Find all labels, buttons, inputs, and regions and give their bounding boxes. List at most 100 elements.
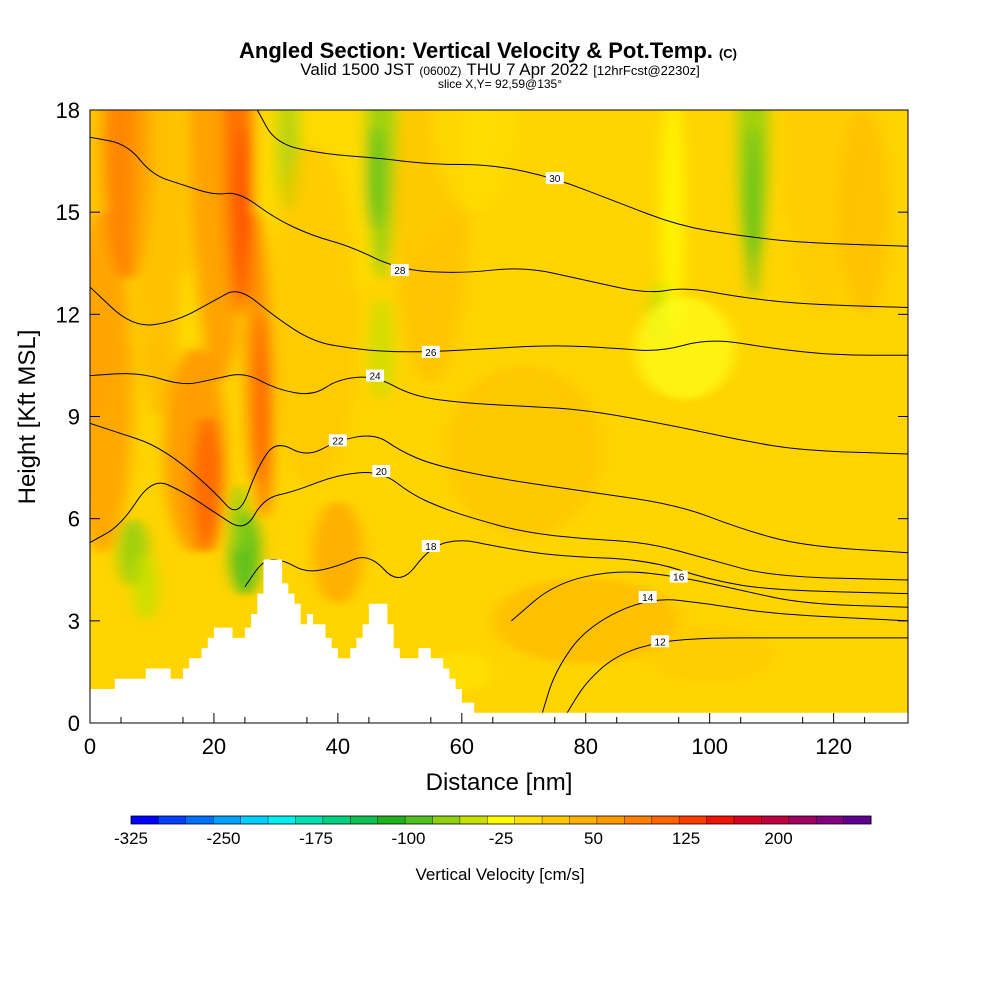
- chart-title-main: Angled Section: Vertical Velocity & Pot.…: [239, 38, 713, 63]
- contour-label-bg: [372, 464, 391, 477]
- colorbar-cell: [761, 816, 790, 824]
- y-tick-label: 0: [68, 711, 80, 736]
- velocity-band: [133, 552, 159, 621]
- slice-note: slice X,Y= 92,59@135°: [438, 77, 562, 91]
- colorbar-cell: [651, 816, 680, 824]
- colorbar-cell: [733, 816, 762, 824]
- contour-label: 22: [332, 436, 344, 447]
- colorbar-tick-label: 50: [584, 829, 603, 848]
- velocity-band: [229, 484, 249, 553]
- colorbar-cell: [213, 816, 242, 824]
- colorbar-cell: [322, 816, 351, 824]
- contour-label: 24: [369, 372, 381, 383]
- terrain: [90, 559, 908, 723]
- colorbar-cell: [185, 816, 214, 824]
- velocity-band: [430, 110, 518, 213]
- colorbar-cell: [624, 816, 653, 824]
- chart-subtitle: Valid 1500 JST (0600Z) THU 7 Apr 2022 [12hr…: [300, 60, 699, 79]
- contour-label: 14: [642, 593, 654, 604]
- colorbar-cell: [295, 816, 324, 824]
- theta-contour-line: [90, 136, 908, 309]
- chart-title-suffix: (C): [719, 46, 737, 61]
- contour-label: 30: [549, 174, 561, 185]
- y-tick-label: 9: [68, 405, 80, 430]
- x-axis-label: Distance [nm]: [426, 769, 573, 796]
- colorbar-cell: [459, 816, 488, 824]
- contour-label-bg: [669, 570, 688, 583]
- velocity-band: [784, 110, 859, 315]
- subtitle-forecast: [12hrFcst@2230z]: [593, 63, 699, 78]
- x-tick-label: 60: [450, 734, 474, 759]
- colorbar-frame: [130, 815, 872, 825]
- colorbar-cell: [788, 816, 817, 824]
- colorbar-cell: [569, 816, 598, 824]
- velocity-band: [313, 501, 363, 604]
- contour-label: 28: [394, 266, 406, 277]
- x-tick-label: 120: [815, 734, 852, 759]
- contour-label-bg: [390, 264, 409, 277]
- terrain-layer: [90, 559, 908, 723]
- colorbar-cell: [816, 816, 845, 824]
- contour-label: 20: [376, 467, 388, 478]
- contour-label: 18: [425, 542, 437, 553]
- colorbar-cell: [350, 816, 379, 824]
- colorbar-tick-label: 125: [672, 829, 700, 848]
- subtitle-valid: Valid 1500 JST: [300, 60, 414, 79]
- velocity-band: [446, 365, 602, 536]
- colorbar-cell: [268, 816, 296, 824]
- colorbar-tick-label: -25: [489, 829, 514, 848]
- x-tick-label: 40: [326, 734, 350, 759]
- colorbar-cell: [377, 816, 406, 824]
- colorbar-cell: [158, 816, 187, 824]
- theta-contour-line: [90, 471, 908, 581]
- colorbar-tick-label: -100: [391, 829, 425, 848]
- theta-contour-line: [90, 373, 908, 455]
- contour-labels: 12 14 16 18 20 22 24 26 28 30: [328, 172, 688, 648]
- contour-label-bg: [421, 539, 440, 552]
- theta-contour-line: [256, 110, 908, 247]
- colorbar-cell: [487, 816, 516, 824]
- colorbar-tick-label: 200: [764, 829, 792, 848]
- theta-contour-line: [511, 571, 908, 622]
- chart-title: Angled Section: Vertical Velocity & Pot.…: [239, 38, 737, 63]
- velocity-band: [660, 110, 685, 332]
- y-tick-label: 6: [68, 507, 80, 532]
- colorbar-cell: [679, 816, 708, 824]
- y-tick-label: 12: [56, 302, 80, 327]
- x-tick-label: 80: [574, 734, 598, 759]
- colorbar-cell: [240, 816, 269, 824]
- colorbar-cell: [405, 816, 433, 824]
- colorbar-cell: [542, 816, 571, 824]
- y-tick-label: 15: [56, 200, 80, 225]
- x-tick-label: 0: [84, 734, 96, 759]
- plot-area: 12 14 16 18 20 22 24 26 28 30: [90, 110, 908, 723]
- velocity-band: [254, 314, 273, 519]
- contour-label: 12: [655, 637, 667, 648]
- y-axis-label: Height [Kft MSL]: [14, 330, 41, 505]
- theta-contour-line: [90, 286, 908, 356]
- contour-label-bg: [638, 590, 657, 603]
- contour-label-bg: [328, 434, 347, 447]
- velocity-band: [647, 627, 772, 683]
- theta-contour-line: [566, 637, 908, 714]
- velocity-band: [365, 127, 385, 230]
- contour-label-bg: [421, 345, 440, 358]
- x-tick-label: 100: [691, 734, 728, 759]
- colorbar-cell: [706, 816, 735, 824]
- colorbar-tick-label: -175: [299, 829, 333, 848]
- colorbar-label: Vertical Velocity [cm/s]: [415, 865, 584, 884]
- colorbar-cell: [596, 816, 625, 824]
- y-tick-label: 18: [56, 98, 80, 123]
- contour-label-bg: [545, 172, 564, 185]
- x-tick-label: 20: [202, 734, 226, 759]
- colorbar-tick-label: -325: [114, 829, 148, 848]
- colorbar-tick-label: -250: [206, 829, 240, 848]
- colorbar-cell: [514, 816, 543, 824]
- axes: 0 20 40 60 80 100 120 0 3 6 9 12 15 18: [56, 98, 908, 759]
- contour-label-bg: [651, 635, 670, 648]
- colorbar-cell: [432, 816, 461, 824]
- velocity-band: [746, 127, 760, 298]
- subtitle-utc: (0600Z): [419, 64, 461, 78]
- contour-label: 16: [673, 573, 685, 584]
